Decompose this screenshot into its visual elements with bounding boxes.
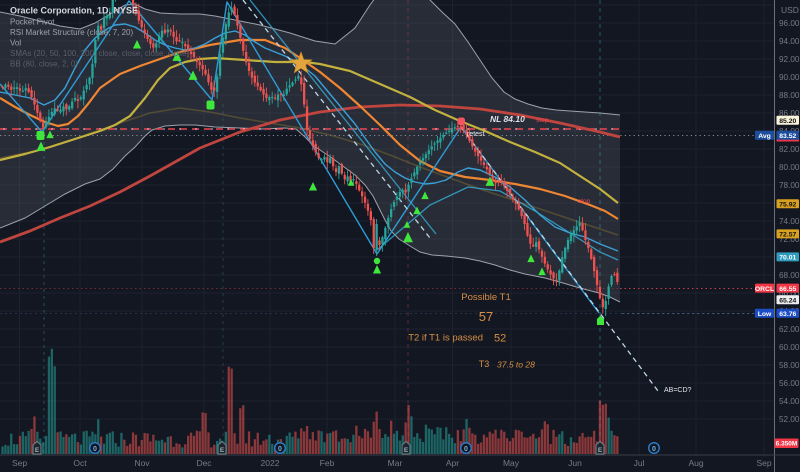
svg-text:75.92: 75.92 xyxy=(779,202,796,209)
svg-text:54.00: 54.00 xyxy=(779,397,800,406)
svg-text:86.00: 86.00 xyxy=(779,109,800,118)
svg-text:68.00: 68.00 xyxy=(779,271,800,280)
svg-text:62.00: 62.00 xyxy=(779,325,800,334)
svg-text:ORCL: ORCL xyxy=(755,286,774,293)
svg-text:57: 57 xyxy=(479,309,493,324)
svg-text:0: 0 xyxy=(652,446,656,453)
svg-text:NL 84.10: NL 84.10 xyxy=(490,114,525,124)
svg-text:65.24: 65.24 xyxy=(779,298,796,305)
svg-text:0: 0 xyxy=(464,446,468,453)
svg-text:E: E xyxy=(598,447,603,454)
svg-text:88.00: 88.00 xyxy=(779,91,800,100)
svg-text:63.76: 63.76 xyxy=(779,311,796,318)
svg-text:Aug: Aug xyxy=(688,458,703,468)
svg-text:E: E xyxy=(404,447,409,454)
svg-text:72.57: 72.57 xyxy=(779,232,796,239)
svg-text:stop: stop xyxy=(536,117,549,124)
svg-text:Nov: Nov xyxy=(134,458,150,468)
svg-text:94.00: 94.00 xyxy=(779,37,800,46)
svg-text:56.00: 56.00 xyxy=(779,379,800,388)
svg-text:Feb: Feb xyxy=(320,458,335,468)
svg-text:72.00: 72.00 xyxy=(779,235,800,244)
svg-text:Oracle Corporation, 1D, NYSE: Oracle Corporation, 1D, NYSE xyxy=(10,6,138,16)
svg-text:96.00: 96.00 xyxy=(779,19,800,28)
svg-text:Oct: Oct xyxy=(73,458,87,468)
svg-text:Jul: Jul xyxy=(634,458,645,468)
svg-text:AB=CD?: AB=CD? xyxy=(664,387,692,394)
svg-text:52: 52 xyxy=(494,333,506,345)
svg-text:Apr: Apr xyxy=(446,458,459,468)
svg-text:Vol: Vol xyxy=(10,39,21,48)
svg-text:Sep: Sep xyxy=(756,458,771,468)
svg-text:Pocket Pivot: Pocket Pivot xyxy=(10,18,55,27)
svg-text:SMAs (20, 50, 100, 200, close,: SMAs (20, 50, 100, 200, close, close, cl… xyxy=(10,49,190,58)
svg-text:Low: Low xyxy=(758,311,772,318)
svg-text:92.00: 92.00 xyxy=(779,55,800,64)
svg-text:70.01: 70.01 xyxy=(779,255,796,262)
svg-text:USD: USD xyxy=(781,5,799,15)
svg-text:Sep: Sep xyxy=(12,458,27,468)
svg-text:82.00: 82.00 xyxy=(779,145,800,154)
svg-text:83.52: 83.52 xyxy=(779,133,796,140)
svg-text:66.00: 66.00 xyxy=(779,289,800,298)
svg-text:6.350M: 6.350M xyxy=(776,441,798,448)
svg-text:Jun: Jun xyxy=(568,458,582,468)
svg-text:85.20: 85.20 xyxy=(779,118,796,125)
svg-text:66.55: 66.55 xyxy=(779,286,796,293)
svg-text:BB (80, close, 2, 0): BB (80, close, 2, 0) xyxy=(10,60,78,69)
svg-text:T3: T3 xyxy=(479,359,490,369)
svg-text:80.00: 80.00 xyxy=(779,163,800,172)
svg-text:37.5 to 28: 37.5 to 28 xyxy=(497,360,535,370)
svg-text:52.00: 52.00 xyxy=(779,415,800,424)
svg-text:0: 0 xyxy=(93,446,97,453)
svg-text:RSI Market Structure (close, 7: RSI Market Structure (close, 7, 20) xyxy=(10,28,133,37)
svg-text:2022: 2022 xyxy=(261,458,280,468)
svg-text:Mar: Mar xyxy=(388,458,403,468)
svg-text:May: May xyxy=(503,458,520,468)
svg-text:0: 0 xyxy=(278,446,282,453)
svg-text:retest: retest xyxy=(467,131,485,138)
svg-text:90.00: 90.00 xyxy=(779,73,800,82)
svg-text:78.00: 78.00 xyxy=(779,181,800,190)
svg-text:T2 if T1 is passed: T2 if T1 is passed xyxy=(408,333,483,344)
svg-text:60.00: 60.00 xyxy=(779,343,800,352)
svg-text:74.00: 74.00 xyxy=(779,217,800,226)
svg-text:58.00: 58.00 xyxy=(779,361,800,370)
svg-text:Dec: Dec xyxy=(196,458,212,468)
svg-text:stop: stop xyxy=(578,198,591,205)
svg-text:Possible T1: Possible T1 xyxy=(461,292,510,303)
svg-text:E: E xyxy=(35,447,40,454)
svg-text:Avg: Avg xyxy=(758,133,771,140)
svg-text:E: E xyxy=(220,447,225,454)
